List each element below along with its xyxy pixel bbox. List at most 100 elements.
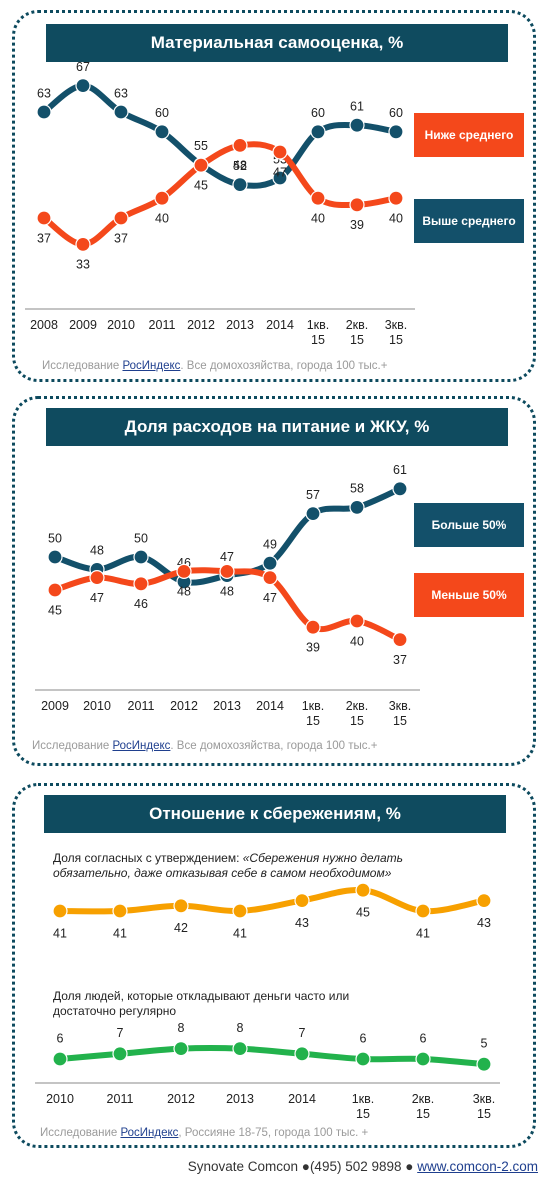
x-tick-label: 2014 — [266, 318, 294, 332]
data-point — [113, 104, 129, 120]
data-label: 37 — [37, 231, 51, 245]
footer-bullet: ● — [301, 1159, 310, 1174]
data-label: 46 — [134, 597, 148, 611]
data-point — [154, 190, 170, 206]
x-tick-label: 3кв. 15 — [385, 318, 408, 347]
footer-company: Synovate Comcon — [187, 1159, 299, 1174]
data-label: 60 — [155, 106, 169, 120]
data-point — [112, 903, 128, 919]
data-point — [52, 903, 68, 919]
data-label: 67 — [76, 60, 90, 74]
data-label: 47 — [220, 550, 234, 564]
data-label: 48 — [90, 544, 104, 558]
data-point — [349, 197, 365, 213]
legend-below-average: Ниже среднего — [414, 113, 524, 157]
source-suffix: . Все домохозяйства, города 100 тыс.+ — [180, 360, 388, 372]
rosindex-link[interactable]: РосИндекс — [122, 360, 181, 372]
footer-contact: Synovate Comcon ●(495) 502 9898 ● www.co… — [0, 1159, 538, 1174]
data-point — [75, 236, 91, 252]
x-tick-label: 2012 — [167, 1092, 195, 1106]
series-line — [41, 82, 399, 189]
data-label: 40 — [311, 211, 325, 225]
rosindex-link[interactable]: РосИндекс — [120, 1127, 179, 1139]
chart-panel-savings — [12, 783, 536, 1148]
data-point — [349, 117, 365, 133]
data-label: 49 — [263, 537, 277, 551]
statement-regular-savers: Доля людей, которые откладывают деньги ч… — [53, 989, 350, 1018]
x-tick-label: 2010 — [83, 699, 111, 713]
legend-less-than-50: Меньше 50% — [414, 573, 524, 617]
source-prefix: Исследование — [40, 1127, 121, 1139]
x-tick-label: 2011 — [149, 318, 176, 332]
data-point — [262, 555, 278, 571]
data-point — [36, 210, 52, 226]
chart-title: Отношение к сбережениям, % — [44, 795, 506, 833]
x-tick-label: 1кв. 15 — [307, 318, 330, 347]
data-point — [272, 170, 288, 186]
data-label: 8 — [237, 1021, 244, 1035]
data-label: 50 — [134, 531, 148, 545]
data-label: 63 — [114, 86, 128, 100]
data-label: 47 — [263, 591, 277, 605]
data-point — [232, 1040, 248, 1057]
data-point — [392, 481, 408, 497]
data-label: 40 — [389, 211, 403, 225]
data-point — [294, 1046, 310, 1062]
data-label: 45 — [356, 905, 370, 919]
data-label: 61 — [350, 99, 364, 113]
data-label: 61 — [393, 463, 407, 477]
chart-panel-self-assessment — [12, 10, 536, 382]
data-label: 41 — [233, 926, 247, 940]
x-tick-label: 2кв. 15 — [346, 318, 369, 347]
data-label: 5 — [481, 1036, 488, 1050]
chart-title: Доля расходов на питание и ЖКУ, % — [46, 408, 508, 446]
data-label: 47 — [90, 591, 104, 605]
x-tick-label: 2013 — [226, 1092, 254, 1106]
x-tick-label: 2008 — [30, 318, 58, 332]
source-prefix: Исследование — [32, 740, 113, 752]
data-label: 6 — [57, 1031, 64, 1045]
statement-agree-savings: Доля согласных с утверждением: «Сбережен… — [53, 851, 473, 881]
data-label: 42 — [174, 921, 188, 935]
data-point — [47, 549, 63, 565]
data-label: 39 — [306, 640, 320, 654]
data-point — [232, 177, 248, 193]
data-label: 40 — [155, 211, 169, 225]
data-label: 6 — [360, 1031, 367, 1045]
rosindex-link[interactable]: РосИндекс — [112, 740, 171, 752]
data-label: 37 — [114, 231, 128, 245]
source-note: Исследование РосИндекс. Все домохозяйств… — [32, 740, 377, 752]
data-label: 60 — [311, 106, 325, 120]
footer-bullet: ● — [405, 1159, 414, 1174]
data-label: 7 — [299, 1026, 306, 1040]
data-label: 45 — [194, 178, 208, 192]
data-label: 47 — [273, 165, 287, 179]
data-point — [75, 77, 91, 94]
x-tick-label: 2013 — [213, 699, 241, 713]
footer-url[interactable]: www.comcon-2.com — [417, 1159, 538, 1174]
data-point — [232, 137, 248, 153]
data-point — [133, 549, 149, 565]
data-label: 41 — [416, 926, 430, 940]
source-suffix: , Россияне 18-75, города 100 тыс. + — [178, 1127, 369, 1139]
x-tick-label: 2014 — [256, 699, 284, 713]
data-label: 60 — [389, 106, 403, 120]
data-point — [415, 1051, 431, 1067]
x-tick-label: 3кв. 15 — [473, 1092, 496, 1121]
data-label: 33 — [76, 258, 90, 272]
data-point — [272, 144, 288, 160]
data-point — [133, 576, 149, 592]
data-label: 52 — [233, 159, 247, 173]
data-label: 45 — [48, 603, 62, 617]
data-point — [52, 1051, 68, 1067]
data-point — [89, 569, 105, 586]
x-tick-label: 2013 — [226, 318, 254, 332]
x-tick-label: 2010 — [46, 1092, 74, 1106]
statement-agree-prefix: Доля согласных с утверждением: — [53, 851, 243, 865]
source-suffix: . Все домохозяйства, города 100 тыс.+ — [170, 740, 378, 752]
data-point — [355, 882, 371, 898]
data-point — [154, 124, 170, 140]
data-label: 43 — [295, 916, 309, 930]
data-label: 39 — [350, 218, 364, 232]
legend-more-than-50: Больше 50% — [414, 503, 524, 547]
